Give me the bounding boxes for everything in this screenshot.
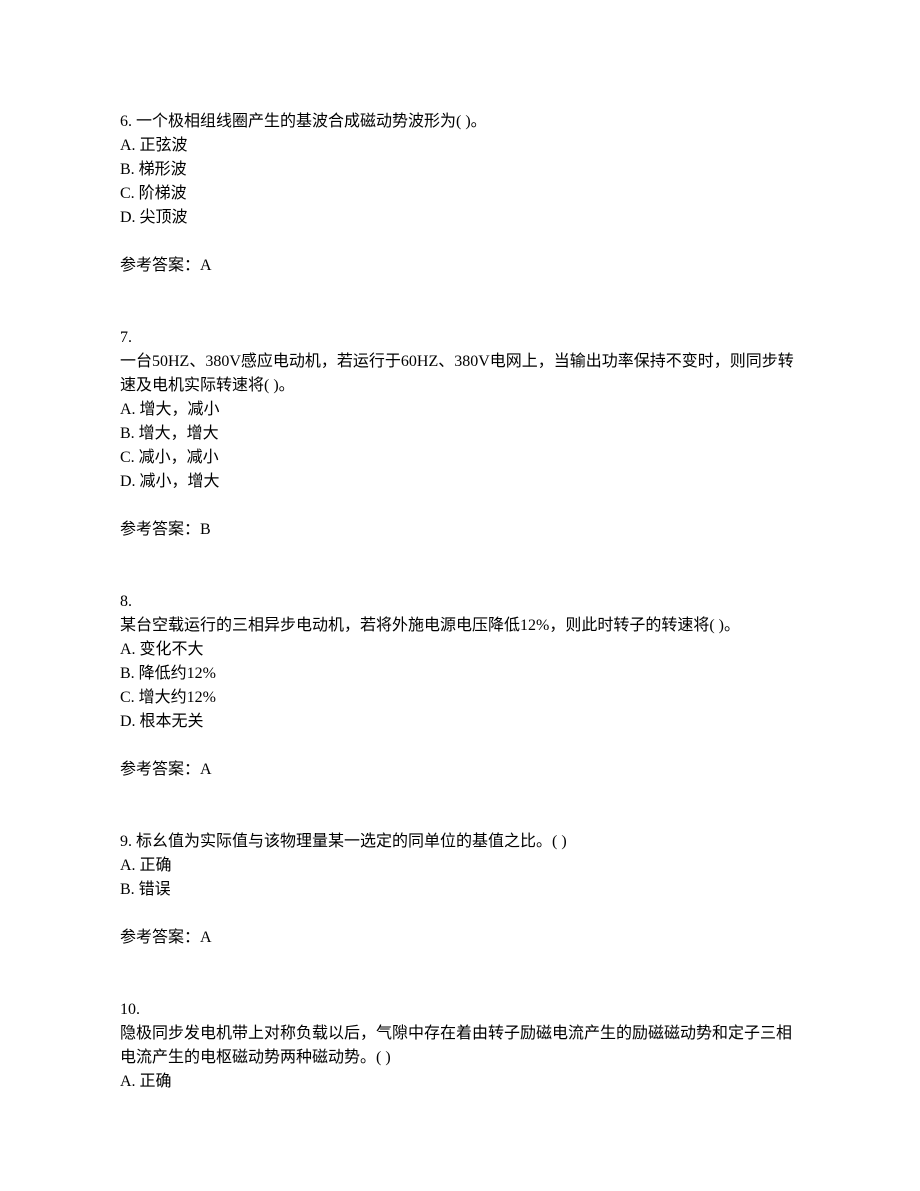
option-c: C. 减小，减小	[120, 446, 800, 470]
question-number: 9.	[120, 833, 136, 850]
question-number-line: 8.	[120, 590, 800, 614]
question-number-line: 7.	[120, 326, 800, 350]
question-stem: 一台50HZ、380V感应电动机，若运行于60HZ、380V电网上，当输出功率保…	[120, 350, 800, 398]
option-d: D. 尖顶波	[120, 206, 800, 230]
question-10: 10. 隐极同步发电机带上对称负载以后，气隙中存在着由转子励磁电流产生的励磁磁动…	[120, 998, 800, 1094]
option-a: A. 正弦波	[120, 134, 800, 158]
option-b: B. 梯形波	[120, 158, 800, 182]
question-stem: 某台空载运行的三相异步电动机，若将外施电源电压降低12%，则此时转子的转速将( …	[120, 614, 800, 638]
question-8: 8. 某台空载运行的三相异步电动机，若将外施电源电压降低12%，则此时转子的转速…	[120, 590, 800, 782]
option-c: C. 阶梯波	[120, 182, 800, 206]
option-d: D. 根本无关	[120, 710, 800, 734]
question-9: 9. 标幺值为实际值与该物理量某一选定的同单位的基值之比。( ) A. 正确 B…	[120, 830, 800, 950]
question-number-line: 10.	[120, 998, 800, 1022]
question-stem: 一个极相组线圈产生的基波合成磁动势波形为( )。	[136, 113, 487, 130]
answer-label: 参考答案：A	[120, 926, 800, 950]
option-b: B. 降低约12%	[120, 662, 800, 686]
answer-label: 参考答案：A	[120, 758, 800, 782]
option-a: A. 正确	[120, 1070, 800, 1094]
answer-label: 参考答案：A	[120, 254, 800, 278]
option-b: B. 增大，增大	[120, 422, 800, 446]
option-b: B. 错误	[120, 878, 800, 902]
question-number: 6.	[120, 113, 136, 130]
question-7: 7. 一台50HZ、380V感应电动机，若运行于60HZ、380V电网上，当输出…	[120, 326, 800, 542]
option-a: A. 增大，减小	[120, 398, 800, 422]
question-text: 9. 标幺值为实际值与该物理量某一选定的同单位的基值之比。( )	[120, 830, 800, 854]
question-stem: 标幺值为实际值与该物理量某一选定的同单位的基值之比。( )	[136, 833, 567, 850]
question-6: 6. 一个极相组线圈产生的基波合成磁动势波形为( )。 A. 正弦波 B. 梯形…	[120, 110, 800, 278]
question-text: 6. 一个极相组线圈产生的基波合成磁动势波形为( )。	[120, 110, 800, 134]
option-d: D. 减小，增大	[120, 470, 800, 494]
option-a: A. 变化不大	[120, 638, 800, 662]
option-c: C. 增大约12%	[120, 686, 800, 710]
question-stem: 隐极同步发电机带上对称负载以后，气隙中存在着由转子励磁电流产生的励磁磁动势和定子…	[120, 1022, 800, 1070]
answer-label: 参考答案：B	[120, 518, 800, 542]
option-a: A. 正确	[120, 854, 800, 878]
